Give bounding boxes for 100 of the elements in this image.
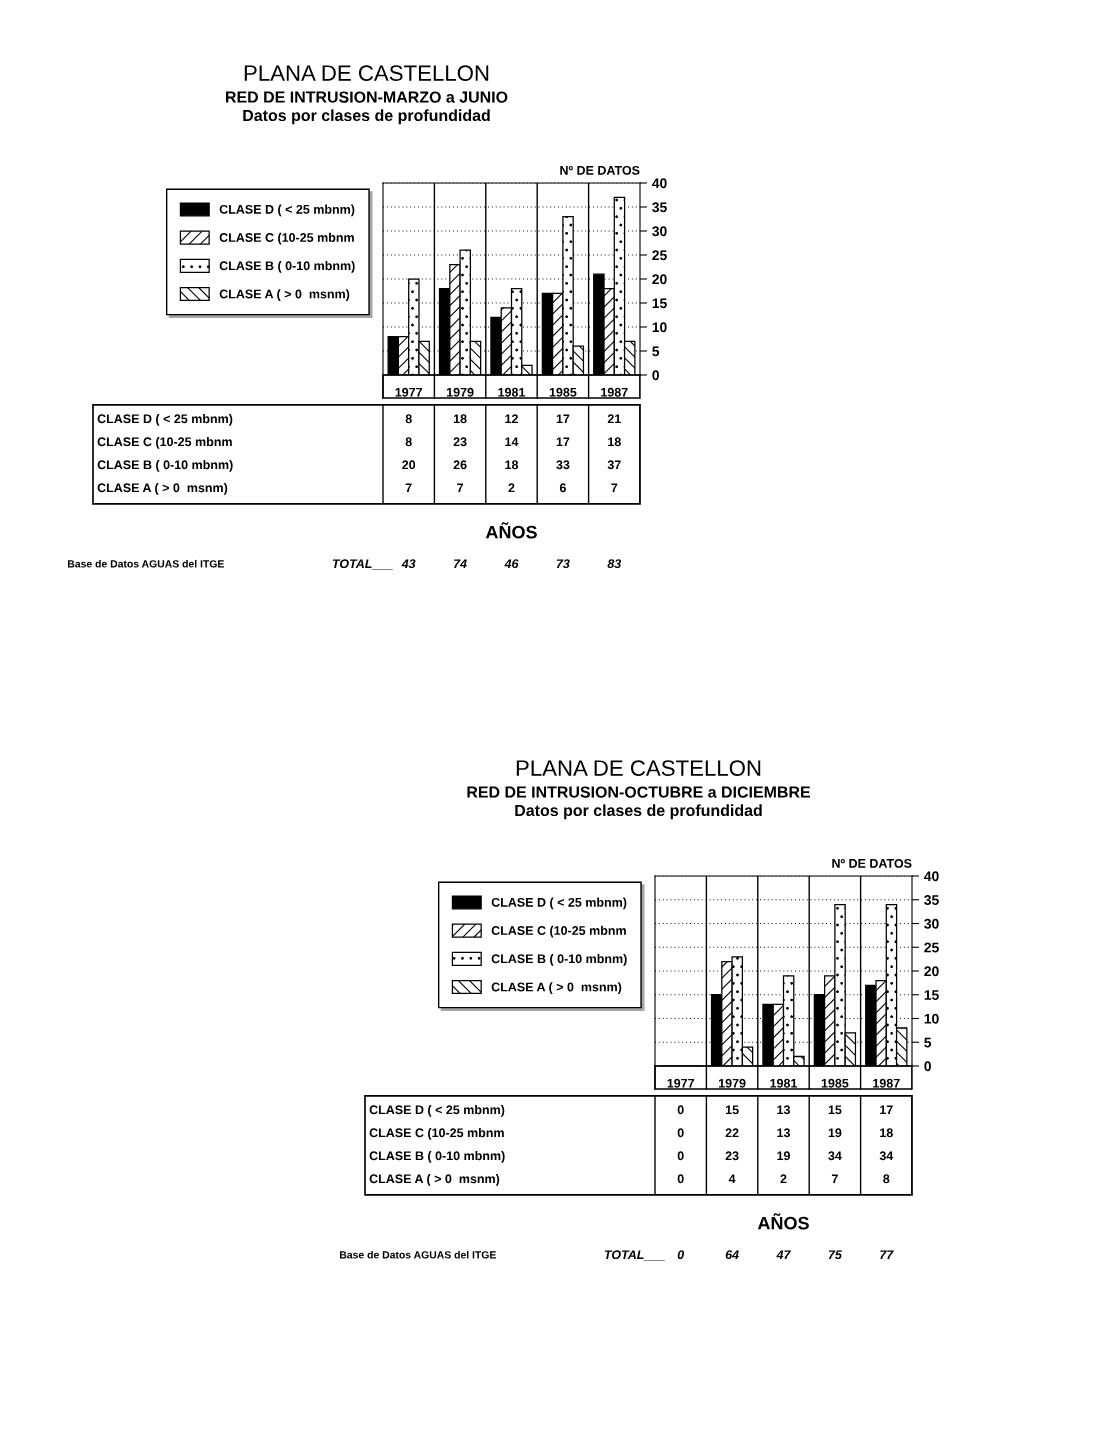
data-label: 18 [505,460,519,470]
data-label: 22 [725,1128,739,1138]
text: CLASE B ( 0-10 mbnm) [97,460,233,472]
data-label: 7 [457,483,464,493]
text: Base de Datos AGUAS del ITGE [340,1250,496,1259]
data-label: 7 [831,1174,838,1184]
data-label: 14 [505,437,519,447]
data-label: 34 [828,1151,842,1161]
data-label: 0 [677,1105,684,1115]
x-axis-title: AÑOS [485,522,537,539]
data-label: 17 [880,1105,893,1115]
legend-label: CLASE B ( 0-10 mbnm) [219,261,355,273]
y-tick-label: 30 [924,918,939,929]
y-tick-label: 40 [924,871,939,882]
x-tick-label: 1981 [498,387,526,397]
data-label: 8 [405,437,412,447]
text: CLASE D ( < 25 mbnm) [369,1105,505,1117]
text: CLASE C (10-25 mbnm [97,437,232,449]
data-label: 7 [611,483,618,493]
legend-label: CLASE D ( < 25 mbnm) [491,897,627,910]
chart-subtitle: RED DE INTRUSION-OCTUBRE a DICIEMBRE Datos por clases de profundidad [467,786,811,820]
data-label: 7 [405,483,412,493]
text: CLASE A ( > 0 msnm) [97,483,228,495]
legend-label: CLASE A ( > 0 msnm) [491,982,622,994]
data-label: 19 [828,1128,842,1138]
chart-subtitle: RED DE INTRUSION-MARZO a JUNIO Datos por clases de profundidad [226,91,508,125]
data-label: 23 [453,437,467,447]
y-tick-label: 10 [924,1013,939,1024]
data-label: 21 [607,414,621,424]
data-label: 15 [725,1105,739,1115]
text: CLASE C (10-25 mbnm [369,1128,504,1140]
data-label: 0 [677,1151,684,1161]
data-label: 8 [883,1174,890,1184]
data-label: 13 [777,1105,790,1115]
data-label: 20 [402,460,416,470]
chart-title: PLANA DE CASTELLON [516,760,761,776]
y-tick-label: 5 [652,346,660,357]
y-tick-label: 20 [924,966,939,977]
y-tick-label: 0 [652,370,659,381]
text: 46 [504,559,519,569]
x-tick-label: 1977 [395,387,423,397]
y-tick-label: 35 [924,895,939,905]
y-tick-label: 15 [924,990,939,1000]
data-label: 17 [556,414,570,424]
text: TOTAL___ [604,1250,665,1261]
data-label: 37 [607,460,621,470]
text: Base de Datos AGUAS del ITGE [68,559,224,568]
data-label: 2 [780,1174,787,1184]
text: TOTAL___ [332,559,393,570]
x-axis-title: AÑOS [757,1213,809,1230]
data-label: 18 [880,1128,893,1138]
data-label: 19 [777,1151,790,1161]
text: CLASE A ( > 0 msnm) [369,1174,500,1186]
text: 0 [677,1250,685,1260]
data-label: 18 [608,437,621,447]
data-label: 26 [453,460,467,470]
text: 43 [401,559,416,569]
data-label: 8 [405,414,412,424]
text: 83 [607,559,622,569]
y-tick-label: 10 [652,322,667,333]
x-tick-label: 1985 [821,1078,849,1088]
data-label: 34 [879,1151,894,1161]
text: 73 [556,559,570,569]
x-tick-label: 1979 [446,387,474,397]
data-label: 18 [453,414,467,424]
x-tick-label: 1985 [549,387,577,397]
text: 75 [828,1250,842,1260]
y-tick-label: 25 [924,942,939,953]
data-label: 4 [728,1174,736,1184]
legend-label: CLASE B ( 0-10 mbnm) [491,954,627,966]
x-tick-label: 1979 [718,1078,746,1088]
y-axis-title: Nº DE DATOS [832,858,912,868]
y-tick-label: 15 [652,298,667,309]
y-tick-label: 25 [652,250,667,261]
data-label: 6 [559,483,566,493]
y-tick-label: 40 [652,178,667,189]
legend-label: CLASE C (10-25 mbnm [219,232,354,245]
y-tick-label: 30 [652,226,667,237]
chart-title: PLANA DE CASTELLON [244,65,489,81]
text: 74 [454,559,467,568]
x-tick-label: 1981 [770,1078,798,1088]
y-tick-label: 20 [652,274,667,285]
data-label: 13 [777,1128,790,1138]
legend-label: CLASE A ( > 0 msnm) [219,289,350,301]
data-label: 33 [556,460,570,470]
text: 77 [880,1250,894,1259]
data-label: 23 [725,1151,739,1161]
text: 64 [725,1250,739,1260]
y-axis-title: Nº DE DATOS [560,165,640,175]
text: CLASE B ( 0-10 mbnm) [369,1151,505,1163]
text: 47 [776,1250,791,1259]
text: CLASE D ( < 25 mbnm) [97,414,233,426]
x-tick-label: 1987 [601,387,628,397]
data-label: 12 [505,414,518,424]
legend-label: CLASE C (10-25 mbnm [491,925,626,938]
data-label: 17 [556,437,570,447]
y-tick-label: 0 [924,1061,931,1072]
x-tick-label: 1987 [873,1078,900,1088]
data-label: 15 [828,1105,842,1115]
legend-label: CLASE D ( < 25 mbnm) [219,204,355,217]
